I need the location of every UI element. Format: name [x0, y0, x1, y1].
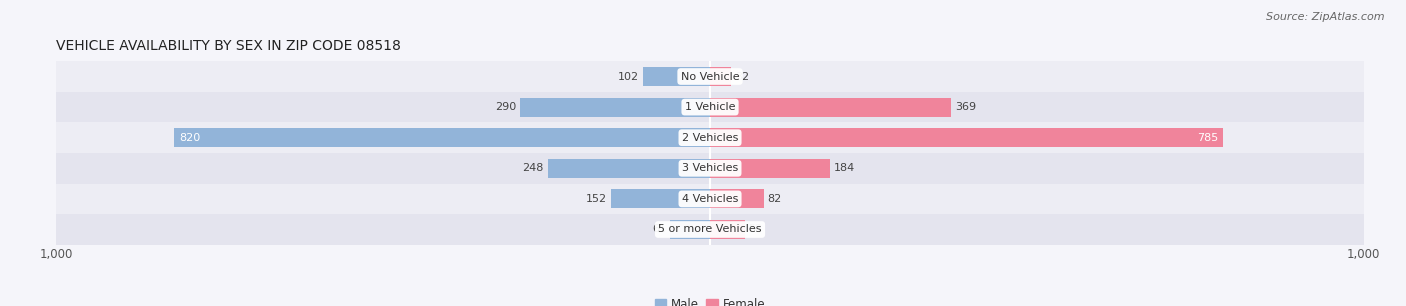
- Bar: [56, 214, 1364, 245]
- Bar: [671, 220, 710, 239]
- Bar: [710, 67, 731, 86]
- Bar: [548, 159, 710, 178]
- Bar: [520, 98, 710, 117]
- Text: 82: 82: [768, 194, 782, 204]
- Text: 820: 820: [179, 133, 201, 143]
- Text: 4 Vehicles: 4 Vehicles: [682, 194, 738, 204]
- Text: 184: 184: [834, 163, 855, 173]
- Text: No Vehicle: No Vehicle: [681, 72, 740, 81]
- Bar: [710, 189, 763, 208]
- Text: 102: 102: [619, 72, 640, 81]
- Text: 369: 369: [955, 102, 976, 112]
- Text: 248: 248: [523, 163, 544, 173]
- Bar: [710, 128, 1223, 147]
- Bar: [710, 159, 831, 178]
- Bar: [56, 92, 1364, 122]
- Text: 2 Vehicles: 2 Vehicles: [682, 133, 738, 143]
- Text: 3 Vehicles: 3 Vehicles: [682, 163, 738, 173]
- Text: 53: 53: [748, 225, 762, 234]
- Text: 5 or more Vehicles: 5 or more Vehicles: [658, 225, 762, 234]
- Text: 61: 61: [652, 225, 666, 234]
- Bar: [56, 122, 1364, 153]
- Bar: [56, 61, 1364, 92]
- Legend: Male, Female: Male, Female: [650, 293, 770, 306]
- Text: 152: 152: [586, 194, 607, 204]
- Bar: [56, 184, 1364, 214]
- Bar: [710, 98, 952, 117]
- Text: 785: 785: [1197, 133, 1218, 143]
- Bar: [56, 153, 1364, 184]
- Bar: [710, 220, 745, 239]
- Text: 32: 32: [735, 72, 749, 81]
- Text: Source: ZipAtlas.com: Source: ZipAtlas.com: [1267, 12, 1385, 22]
- Text: 290: 290: [495, 102, 516, 112]
- Bar: [610, 189, 710, 208]
- Text: VEHICLE AVAILABILITY BY SEX IN ZIP CODE 08518: VEHICLE AVAILABILITY BY SEX IN ZIP CODE …: [56, 39, 401, 53]
- Bar: [174, 128, 710, 147]
- Bar: [644, 67, 710, 86]
- Text: 1 Vehicle: 1 Vehicle: [685, 102, 735, 112]
